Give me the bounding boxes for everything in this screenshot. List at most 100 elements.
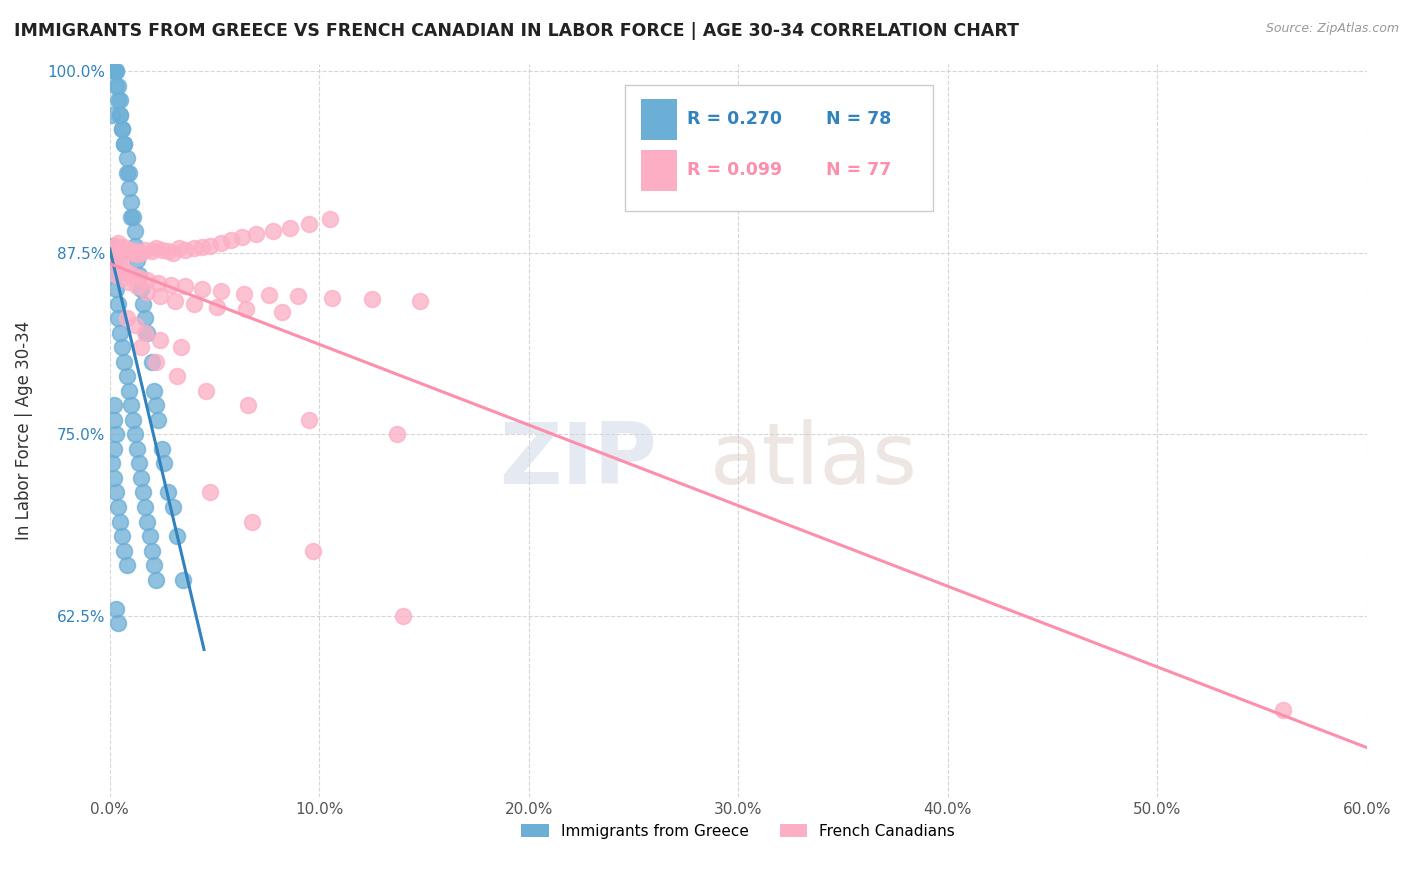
Point (159, 277, 181, 292)
Point (124, 318, 146, 333)
Point (141, 355, 163, 369)
Text: IMMIGRANTS FROM GREECE VS FRENCH CANADIAN IN LABOR FORCE | AGE 30-34 CORRELATION: IMMIGRANTS FROM GREECE VS FRENCH CANADIA… (14, 22, 1019, 40)
Point (236, 398, 259, 412)
Point (105, 64, 128, 78)
Point (150, 442, 173, 456)
Point (129, 340, 152, 354)
Point (107, 311, 129, 326)
Point (134, 500, 156, 514)
Point (170, 340, 193, 354)
Point (191, 282, 214, 296)
Point (141, 543, 163, 558)
Point (103, 398, 125, 412)
Point (136, 273, 159, 287)
Point (111, 260, 134, 275)
Point (257, 288, 280, 302)
Point (125, 279, 148, 293)
Point (129, 245, 152, 260)
Point (219, 233, 242, 247)
FancyBboxPatch shape (641, 150, 676, 191)
Point (117, 166, 139, 180)
Point (115, 311, 138, 326)
Point (105, 485, 128, 500)
Point (101, 238, 124, 252)
Point (262, 224, 284, 238)
Point (117, 243, 139, 257)
Point (166, 529, 188, 543)
Point (157, 485, 180, 500)
Point (235, 302, 257, 317)
Point (107, 235, 129, 250)
Point (205, 300, 228, 314)
Point (134, 311, 156, 326)
Point (163, 293, 186, 308)
Point (103, 471, 125, 485)
Point (121, 210, 143, 224)
Point (111, 122, 134, 136)
Point (153, 457, 176, 471)
Point (134, 243, 156, 257)
Point (101, 108, 124, 122)
Point (149, 333, 172, 347)
Point (150, 243, 173, 257)
Point (107, 616, 129, 631)
Point (115, 265, 138, 279)
Point (121, 413, 143, 427)
Text: R = 0.099: R = 0.099 (686, 161, 782, 179)
Point (142, 558, 165, 573)
Point (125, 247, 148, 261)
Point (245, 227, 267, 241)
Point (128, 457, 150, 471)
Point (195, 384, 218, 398)
Point (111, 340, 134, 354)
Point (321, 291, 343, 305)
Point (124, 238, 146, 252)
Point (110, 515, 132, 529)
Point (162, 500, 184, 514)
Point (121, 268, 143, 282)
Point (124, 244, 146, 259)
Point (146, 413, 169, 427)
Point (360, 293, 382, 307)
Point (117, 180, 139, 194)
Point (117, 275, 139, 289)
Point (107, 78, 129, 93)
Point (141, 244, 163, 259)
Text: atlas: atlas (710, 418, 918, 501)
Point (110, 242, 132, 256)
Point (103, 64, 125, 78)
Point (145, 398, 167, 412)
Point (105, 238, 128, 252)
Point (157, 244, 180, 259)
Point (136, 285, 159, 299)
FancyBboxPatch shape (641, 98, 676, 140)
Point (115, 558, 138, 573)
Point (167, 242, 190, 256)
Point (120, 194, 142, 209)
Point (134, 326, 156, 340)
Point (132, 296, 155, 310)
Point (110, 326, 132, 340)
Point (183, 242, 205, 256)
Point (302, 543, 325, 558)
Point (136, 515, 159, 529)
Text: ZIP: ZIP (499, 418, 657, 501)
Point (112, 136, 135, 151)
Legend: Immigrants from Greece, French Canadians: Immigrants from Greece, French Canadians (516, 818, 962, 845)
Point (385, 427, 408, 442)
Point (112, 136, 135, 151)
Text: R = 0.270: R = 0.270 (686, 110, 782, 128)
Point (101, 457, 124, 471)
Point (105, 64, 128, 78)
Point (125, 253, 148, 268)
Point (183, 296, 205, 310)
Point (101, 245, 124, 260)
Point (409, 293, 432, 308)
Point (111, 122, 134, 136)
Point (166, 369, 188, 384)
Point (103, 442, 125, 456)
Point (298, 413, 321, 427)
Point (120, 398, 142, 412)
Point (146, 277, 169, 291)
Point (117, 384, 139, 398)
